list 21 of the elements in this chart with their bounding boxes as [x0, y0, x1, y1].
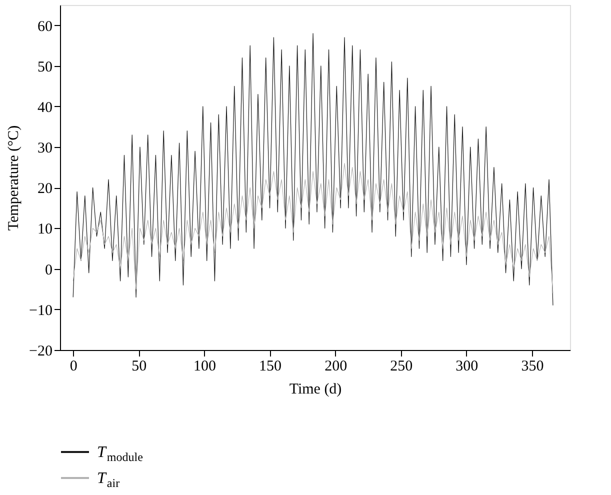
x-tick-label: 100: [193, 358, 216, 374]
x-tick-label: 300: [456, 358, 478, 374]
line-series: [72, 162, 554, 294]
y-tick-label: 30: [38, 140, 52, 157]
y-tick-label: −10: [29, 302, 52, 319]
x-tick-label: 150: [259, 358, 282, 374]
x-tick-label: 50: [132, 358, 147, 374]
y-tick-label: 20: [38, 181, 52, 198]
x-axis-title: Time (d): [289, 382, 342, 398]
y-tick-label: 60: [38, 18, 52, 35]
x-tick-label: 0: [70, 358, 78, 374]
y-tick-label: 0: [45, 262, 52, 278]
x-tick-label: 250: [390, 358, 413, 374]
x-tick-label: 200: [324, 358, 348, 374]
y-axis-title: Temperature (°C): [6, 125, 22, 231]
y-tick-label: 10: [38, 222, 52, 238]
line-series: [72, 33, 554, 306]
y-tick-label: −20: [29, 344, 52, 360]
y-tick-label: 50: [38, 59, 52, 76]
y-tick-label: 40: [38, 100, 52, 116]
x-tick-label: 350: [521, 358, 544, 374]
